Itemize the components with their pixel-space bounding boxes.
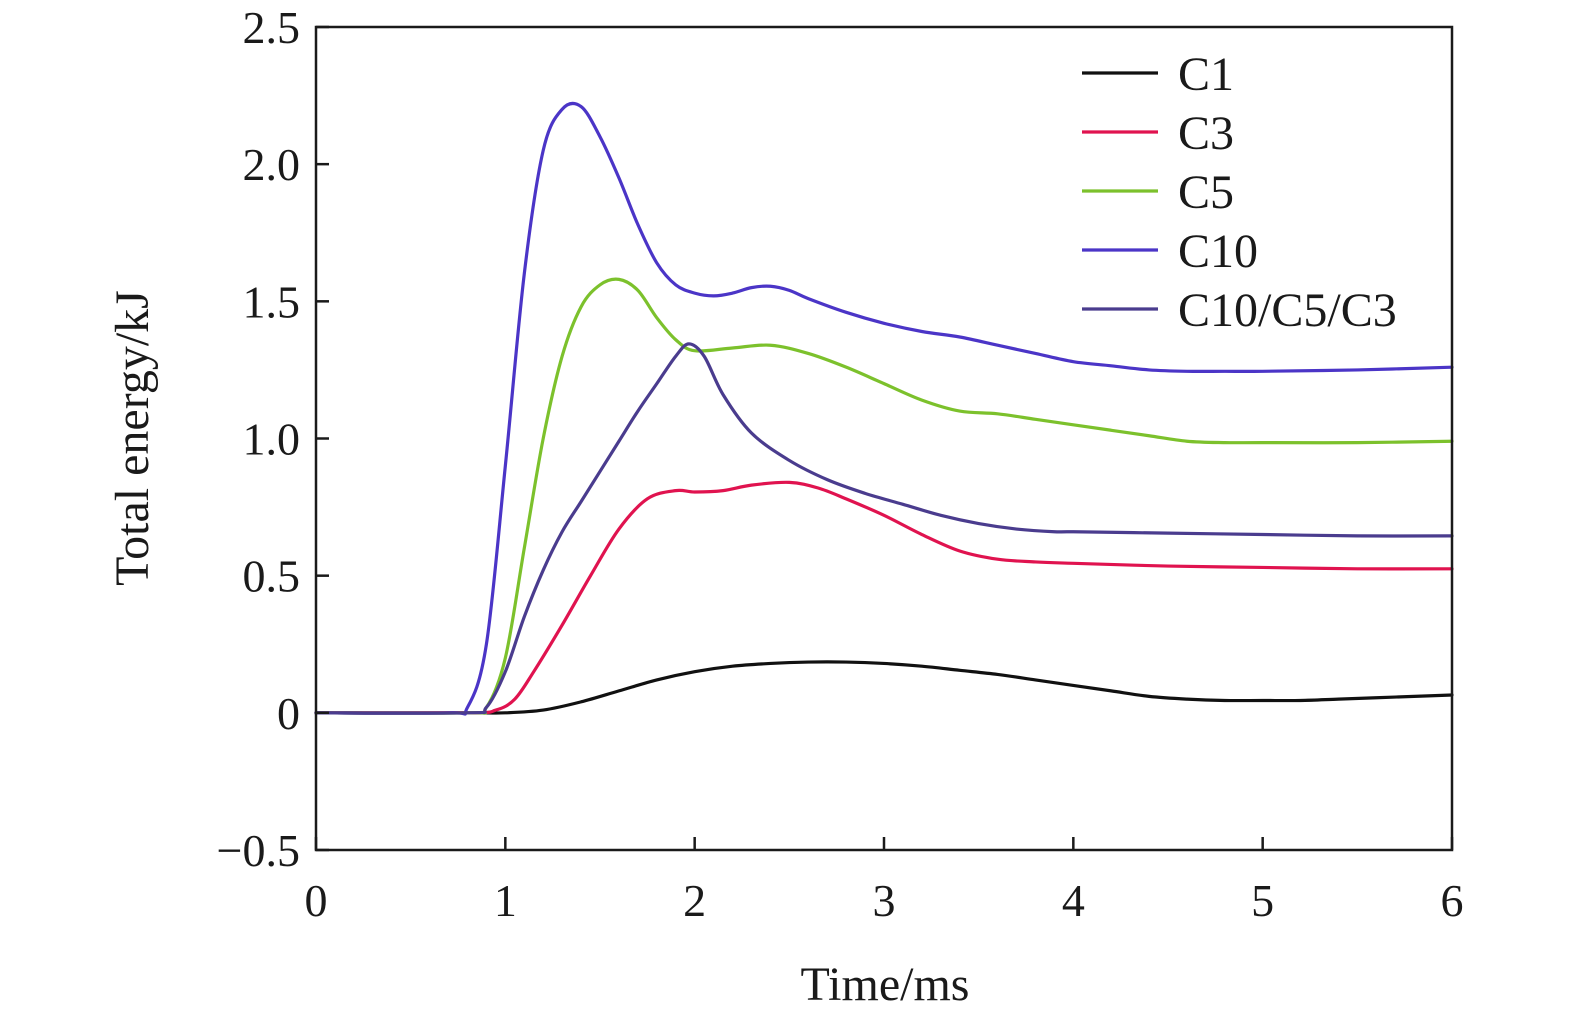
x-axis-ticks: 0 1 2 3 4 5 6 bbox=[305, 837, 1464, 926]
y-tick-label: 1.0 bbox=[243, 414, 301, 465]
x-tick-label: 3 bbox=[873, 875, 896, 926]
y-axis-label: Total energy/kJ bbox=[106, 290, 159, 586]
x-tick-label: 2 bbox=[683, 875, 706, 926]
y-axis-ticks: −0.5 0 0.5 1.0 1.5 2.0 2.5 bbox=[217, 2, 329, 876]
series-line-4 bbox=[314, 101, 1454, 716]
x-axis-label: Time/ms bbox=[801, 958, 970, 1011]
series-line-2 bbox=[314, 480, 1454, 715]
legend-label: C3 bbox=[1178, 107, 1234, 160]
x-tick-label: 1 bbox=[494, 875, 517, 926]
legend-label: C10/C5/C3 bbox=[1178, 284, 1397, 337]
series-line-1 bbox=[314, 660, 1454, 715]
series-line-3 bbox=[314, 277, 1454, 715]
legend-label: C5 bbox=[1178, 166, 1234, 219]
y-tick-label: 2.5 bbox=[243, 2, 301, 53]
x-tick-label: 5 bbox=[1251, 875, 1274, 926]
x-tick-label: 0 bbox=[305, 875, 328, 926]
y-tick-label: 1.5 bbox=[243, 276, 301, 327]
y-tick-label: 2.0 bbox=[243, 139, 301, 190]
x-tick-label: 4 bbox=[1062, 875, 1085, 926]
legend-label: C10 bbox=[1178, 225, 1258, 278]
y-tick-label: 0.5 bbox=[243, 551, 301, 602]
y-tick-label: 0 bbox=[277, 688, 300, 739]
plot-lines bbox=[314, 101, 1454, 716]
x-tick-label: 6 bbox=[1441, 875, 1464, 926]
series-line-5 bbox=[314, 342, 1454, 715]
plot-frame bbox=[314, 25, 1454, 852]
legend: C1 C3 C5 C10 C10/C5/C3 bbox=[1082, 48, 1397, 337]
legend-label: C1 bbox=[1178, 48, 1234, 101]
y-tick-label: −0.5 bbox=[217, 825, 300, 876]
